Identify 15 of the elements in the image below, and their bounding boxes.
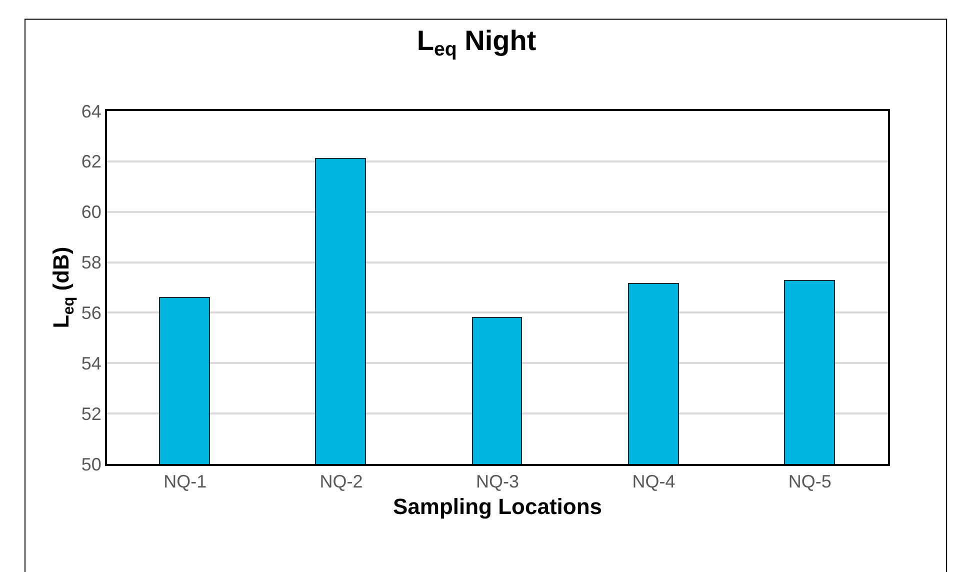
- x-tick-label: NQ-5: [788, 472, 832, 492]
- y-tick-label: 56: [81, 303, 102, 324]
- y-tick-label: 54: [81, 353, 102, 374]
- y-tick-label: 50: [81, 454, 102, 474]
- y-tick-label: 60: [81, 202, 102, 222]
- y-tick-label: 64: [81, 101, 102, 122]
- x-tick-label: NQ-3: [476, 472, 520, 492]
- y-tick-label: 62: [81, 152, 102, 172]
- chart-title: L$_{eq}$ Night: [416, 24, 536, 61]
- y-tick-label: 58: [81, 252, 102, 273]
- x-tick-label: NQ-1: [164, 472, 207, 492]
- x-tick-label: NQ-4: [632, 472, 676, 492]
- x-tick-label: NQ-2: [320, 472, 363, 492]
- x-axis-title: Sampling Locations: [392, 494, 602, 519]
- y-tick-label: 52: [81, 404, 102, 424]
